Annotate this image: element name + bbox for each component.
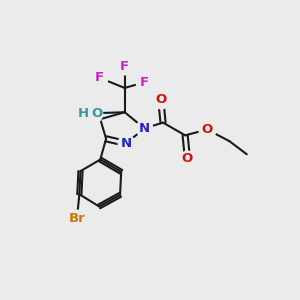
Text: O: O xyxy=(182,152,193,165)
Text: O: O xyxy=(202,123,213,136)
Text: F: F xyxy=(140,76,149,89)
Text: N: N xyxy=(139,122,150,135)
Text: F: F xyxy=(94,71,104,84)
Text: H: H xyxy=(78,107,89,120)
Text: N: N xyxy=(120,137,131,150)
Text: O: O xyxy=(91,107,102,120)
Text: O: O xyxy=(155,93,166,106)
Text: Br: Br xyxy=(69,212,86,224)
Text: F: F xyxy=(120,59,129,73)
